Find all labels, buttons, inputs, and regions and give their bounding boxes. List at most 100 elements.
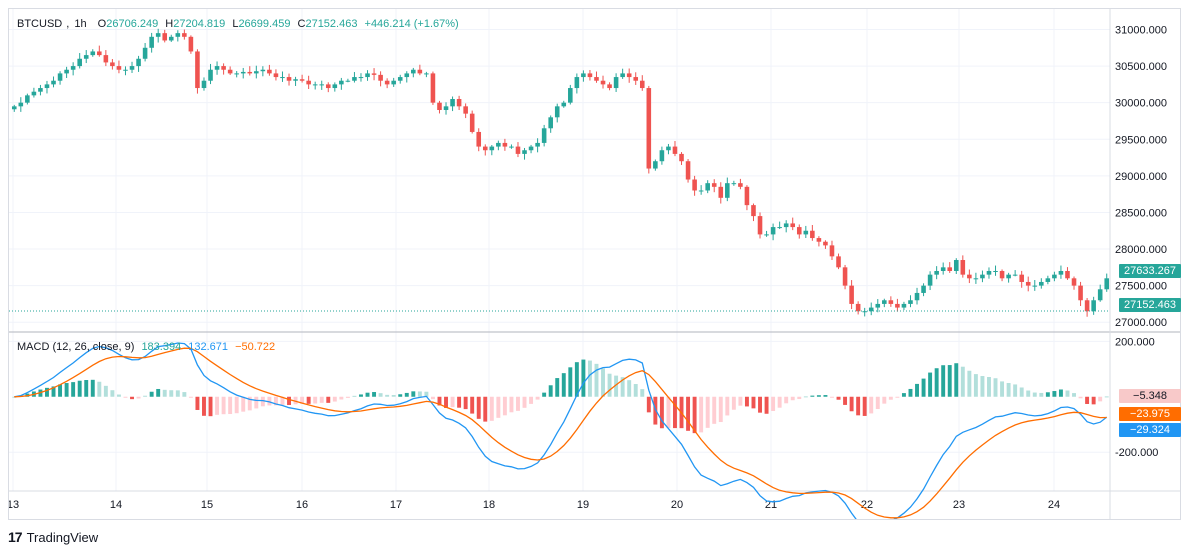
candle-body — [155, 33, 161, 37]
histogram-bar — [12, 396, 17, 398]
histogram-bar — [607, 373, 612, 397]
candle-body — [110, 62, 115, 67]
price-tick-label: 27500.000 — [1115, 281, 1167, 293]
brand-name: TradingView — [26, 529, 99, 545]
candle-body — [456, 99, 462, 107]
histogram-bar — [391, 395, 396, 397]
time-tick-label: 16 — [296, 499, 308, 511]
candle-body — [1058, 270, 1064, 275]
candle-body — [11, 106, 17, 110]
histogram-bar — [659, 396, 664, 429]
histogram-bar — [444, 396, 448, 409]
candle-body — [587, 73, 593, 78]
candle-body — [947, 267, 953, 271]
candle-body — [345, 80, 351, 82]
candle-body — [443, 106, 449, 110]
candle-body — [914, 292, 920, 301]
candle-body — [64, 69, 69, 74]
candle-body — [1071, 278, 1077, 286]
open-label: O — [97, 18, 107, 30]
histogram-bar — [103, 385, 108, 397]
histogram-bar — [816, 395, 821, 397]
candle-body — [620, 73, 625, 78]
histogram-bar — [941, 365, 946, 397]
chart-canvas[interactable]: 31000.000 30500.000 30000.000 29500.000 2900… — [9, 9, 1180, 519]
histogram-bar — [339, 396, 344, 400]
candle-body — [70, 66, 76, 70]
candle-body — [751, 205, 756, 217]
candle-body — [829, 245, 835, 257]
candle-body — [221, 66, 226, 70]
histogram-bar — [836, 396, 841, 400]
close-value: 27152.463 — [305, 18, 358, 30]
histogram-bar — [110, 390, 115, 397]
histogram-bar — [188, 396, 193, 398]
candle-body — [685, 161, 691, 180]
histogram-bar — [71, 382, 76, 397]
histogram-bar — [915, 383, 919, 397]
candle-body — [816, 238, 822, 242]
histogram-bar — [993, 378, 998, 397]
candle-body — [509, 146, 514, 148]
candle-body — [855, 303, 861, 312]
candle-body — [908, 300, 913, 304]
macd-line-badge: −29.324 — [1119, 423, 1181, 437]
histogram-bar — [653, 396, 658, 425]
histogram-bar — [973, 374, 978, 397]
histogram-bar — [247, 396, 252, 411]
macd-tick-label: 200.000 — [1115, 336, 1155, 348]
candle-body — [672, 146, 678, 154]
candle-body — [882, 300, 887, 304]
candle-body — [626, 73, 632, 78]
histogram-bar — [489, 396, 494, 421]
histogram-bar — [928, 372, 933, 397]
histogram-bar — [967, 370, 972, 397]
histogram-bar — [1052, 391, 1057, 397]
histogram-bar — [535, 396, 540, 400]
chart-frame[interactable]: 31000.000 30500.000 30000.000 29500.000 2900… — [8, 8, 1181, 520]
candle-body — [123, 69, 128, 71]
candle-body — [515, 146, 521, 154]
time-tick-label: 13 — [9, 499, 19, 511]
candle-body — [1045, 278, 1051, 282]
tradingview-footer[interactable]: 17 TradingView — [8, 529, 98, 545]
histogram-bar — [529, 396, 534, 404]
candle-body — [692, 179, 697, 191]
histogram-bar — [797, 396, 802, 400]
candle-body — [273, 73, 279, 78]
histogram-bar — [1058, 389, 1063, 397]
candle-body — [980, 274, 985, 279]
histogram-bar — [372, 392, 377, 397]
candle-body — [1025, 281, 1031, 286]
histogram-bar — [712, 396, 717, 424]
candle-body — [790, 223, 796, 228]
tradingview-logo-icon: 17 — [8, 529, 23, 545]
histogram-bar — [555, 378, 560, 397]
candle-body — [247, 71, 253, 74]
candle-body — [201, 80, 207, 89]
histogram-bar — [463, 396, 468, 410]
candle-body — [286, 77, 292, 81]
time-tick-label: 18 — [483, 499, 495, 511]
candle-body — [371, 73, 377, 75]
candle-body — [482, 146, 488, 151]
histogram-bar — [424, 391, 429, 397]
candle-body — [568, 88, 573, 103]
histogram-bar — [306, 396, 311, 404]
price-tick-label: 28500.000 — [1115, 207, 1167, 219]
candle-body — [659, 150, 665, 162]
symbol-separator: , — [66, 18, 70, 30]
histogram-bar — [646, 396, 651, 413]
candle-body — [653, 161, 658, 169]
low-value: 26699.459 — [238, 18, 291, 30]
histogram-bar — [954, 363, 959, 397]
histogram-bar — [856, 396, 861, 416]
ohlc-legend: BTCUSD, 1h O26706.249 H27204.819 L26699.… — [17, 18, 463, 30]
macd-tick-label: -200.000 — [1115, 447, 1158, 459]
candle-body — [312, 84, 318, 86]
candle-body — [895, 303, 900, 308]
macd-histogram-badge: −5.348 — [1119, 389, 1181, 403]
histogram-bar — [359, 394, 363, 397]
histogram-bar — [450, 396, 455, 408]
histogram-bar — [1072, 393, 1076, 397]
